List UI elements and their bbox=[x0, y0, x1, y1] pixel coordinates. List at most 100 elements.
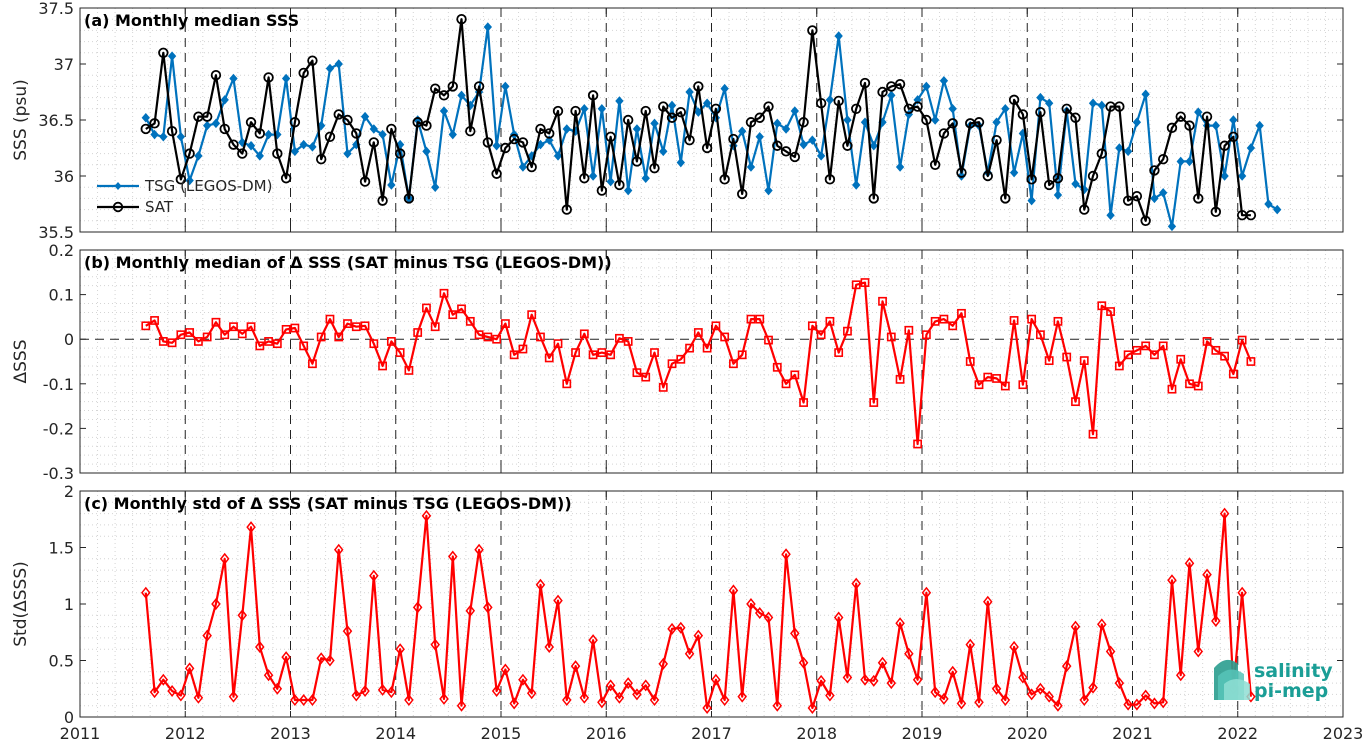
x-tick-label: 2012 bbox=[165, 724, 206, 743]
data-point bbox=[868, 193, 879, 204]
data-point bbox=[1071, 179, 1080, 189]
legend-marker bbox=[112, 201, 124, 213]
data-point bbox=[1211, 345, 1221, 355]
data-point bbox=[307, 55, 318, 66]
data-point bbox=[728, 133, 739, 145]
data-point bbox=[245, 117, 257, 128]
data-point bbox=[773, 118, 782, 129]
data-point bbox=[1053, 316, 1063, 326]
data-point bbox=[1219, 140, 1230, 151]
data-point bbox=[860, 673, 870, 686]
data-point bbox=[667, 100, 677, 111]
data-point bbox=[719, 694, 730, 707]
data-point bbox=[869, 141, 878, 151]
data-point bbox=[202, 629, 212, 642]
data-point bbox=[1001, 104, 1010, 114]
y-tick-label: -0.2 bbox=[43, 419, 74, 438]
data-point bbox=[141, 321, 151, 331]
data-point bbox=[431, 182, 440, 192]
data-point bbox=[650, 118, 659, 129]
data-point bbox=[1079, 694, 1090, 707]
y-tick-label: 2 bbox=[64, 482, 74, 501]
data-point bbox=[211, 597, 221, 611]
data-point bbox=[1141, 341, 1151, 351]
data-point bbox=[1167, 221, 1177, 232]
data-point bbox=[1237, 586, 1247, 599]
data-point bbox=[1008, 94, 1020, 106]
data-point bbox=[1167, 574, 1177, 587]
salinity-pi-mep-logo: salinity pi-mep bbox=[1214, 659, 1333, 702]
data-point bbox=[447, 81, 458, 92]
data-point bbox=[588, 634, 598, 647]
data-point bbox=[255, 640, 265, 653]
x-tick-label: 2022 bbox=[1217, 724, 1258, 743]
series-tsg-legos-dm- bbox=[141, 22, 1282, 232]
data-point bbox=[606, 350, 616, 360]
data-point bbox=[1219, 507, 1230, 520]
data-point bbox=[1061, 660, 1072, 673]
data-point bbox=[799, 139, 808, 150]
data-point bbox=[483, 22, 493, 32]
y-tick-label: 0.1 bbox=[49, 286, 74, 305]
data-point bbox=[588, 171, 598, 181]
data-point bbox=[1000, 193, 1011, 204]
data-point bbox=[904, 325, 914, 335]
data-point bbox=[825, 689, 835, 702]
series-line-2 bbox=[141, 507, 1256, 714]
data-point bbox=[982, 170, 993, 182]
data-point bbox=[167, 51, 177, 61]
data-point bbox=[825, 316, 835, 326]
data-point bbox=[815, 97, 827, 109]
data-point bbox=[956, 697, 967, 710]
data-point bbox=[764, 185, 773, 196]
data-point bbox=[1026, 688, 1037, 701]
data-point bbox=[334, 332, 344, 342]
data-point bbox=[281, 324, 291, 334]
data-point bbox=[843, 326, 852, 336]
data-point bbox=[816, 151, 826, 161]
data-point bbox=[622, 114, 634, 126]
data-point bbox=[939, 692, 949, 705]
data-point bbox=[763, 611, 774, 624]
data-point bbox=[930, 316, 940, 326]
data-point bbox=[992, 117, 1001, 127]
data-point bbox=[210, 69, 222, 81]
data-point bbox=[325, 63, 335, 74]
data-point bbox=[263, 669, 274, 682]
data-point bbox=[597, 696, 607, 709]
data-point bbox=[1053, 699, 1063, 712]
data-point bbox=[719, 174, 730, 185]
y-tick-label: 0.5 bbox=[49, 652, 74, 671]
data-point bbox=[1026, 174, 1037, 185]
data-point bbox=[1201, 111, 1213, 122]
data-point bbox=[386, 686, 397, 699]
data-point bbox=[1043, 179, 1055, 191]
data-point bbox=[939, 314, 949, 324]
data-point bbox=[518, 162, 528, 172]
data-point bbox=[763, 101, 774, 112]
data-point bbox=[166, 125, 178, 137]
data-point bbox=[833, 611, 844, 624]
data-point bbox=[912, 673, 923, 686]
panel-title: (b) Monthly median of Δ SSS (SAT minus T… bbox=[84, 253, 612, 272]
data-point bbox=[237, 329, 247, 339]
data-point bbox=[755, 314, 765, 324]
data-point bbox=[430, 322, 440, 332]
data-point bbox=[1027, 314, 1037, 324]
data-point bbox=[685, 87, 694, 97]
data-point bbox=[711, 673, 721, 686]
data-point bbox=[246, 141, 256, 151]
data-point bbox=[412, 601, 423, 614]
data-point bbox=[974, 380, 984, 390]
data-point bbox=[851, 577, 861, 590]
data-point bbox=[1149, 697, 1160, 710]
y-tick-label: -0.1 bbox=[43, 375, 74, 394]
data-point bbox=[886, 677, 897, 690]
data-point bbox=[799, 398, 808, 407]
data-point bbox=[921, 330, 931, 340]
data-point bbox=[816, 330, 826, 340]
data-point bbox=[1052, 173, 1064, 184]
data-point bbox=[246, 521, 256, 534]
data-point bbox=[193, 691, 204, 704]
